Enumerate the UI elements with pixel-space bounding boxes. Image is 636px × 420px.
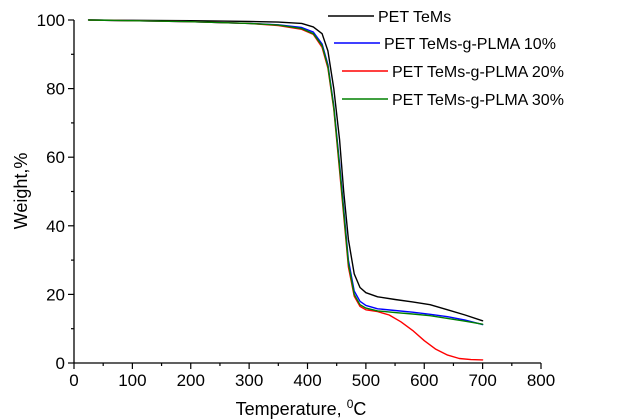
x-tick-label: 0 — [69, 371, 78, 390]
legend-label-3: PET TeMs-g-PLMA 20% — [392, 64, 564, 81]
x-tick-label: 200 — [177, 371, 205, 390]
y-tick-label: 20 — [46, 285, 65, 304]
legend: PET TeMs PET TeMs-g-PLMA 10% PET TeMs-g-PL… — [328, 9, 564, 109]
x-axis-title-superscript: 0 — [347, 397, 354, 411]
y-tick-label: 0 — [56, 354, 65, 373]
y-axis-title: Weight,% — [11, 153, 31, 230]
x-tick-label: 600 — [410, 371, 438, 390]
x-axis-title-main: Temperature, — [236, 399, 347, 419]
series-line-1 — [87, 19, 484, 322]
x-tick-label: 300 — [235, 371, 263, 390]
x-tick-label: 400 — [293, 371, 321, 390]
x-tick-label: 500 — [352, 371, 380, 390]
x-tick-label: 700 — [468, 371, 496, 390]
x-tick-label: 100 — [118, 371, 146, 390]
x-tick-label: 800 — [527, 371, 555, 390]
y-tick-label: 60 — [46, 148, 65, 167]
legend-label-1: PET TeMs — [378, 9, 451, 26]
y-tick-label: 80 — [46, 80, 65, 99]
series-line-4 — [87, 19, 484, 325]
x-axis-title: Temperature, 0C — [236, 397, 367, 419]
axes-layer: 0 100 200 300 400 500 600 700 800 0 20 40 60 80 100 — [37, 11, 556, 390]
legend-label-4: PET TeMs-g-PLMA 30% — [392, 92, 564, 109]
x-axis-title-unit: C — [353, 399, 366, 419]
legend-label-2: PET TeMs-g-PLMA 10% — [384, 36, 556, 53]
y-tick-label: 40 — [46, 217, 65, 236]
series-layer — [87, 19, 484, 361]
y-tick-label: 100 — [37, 11, 65, 30]
